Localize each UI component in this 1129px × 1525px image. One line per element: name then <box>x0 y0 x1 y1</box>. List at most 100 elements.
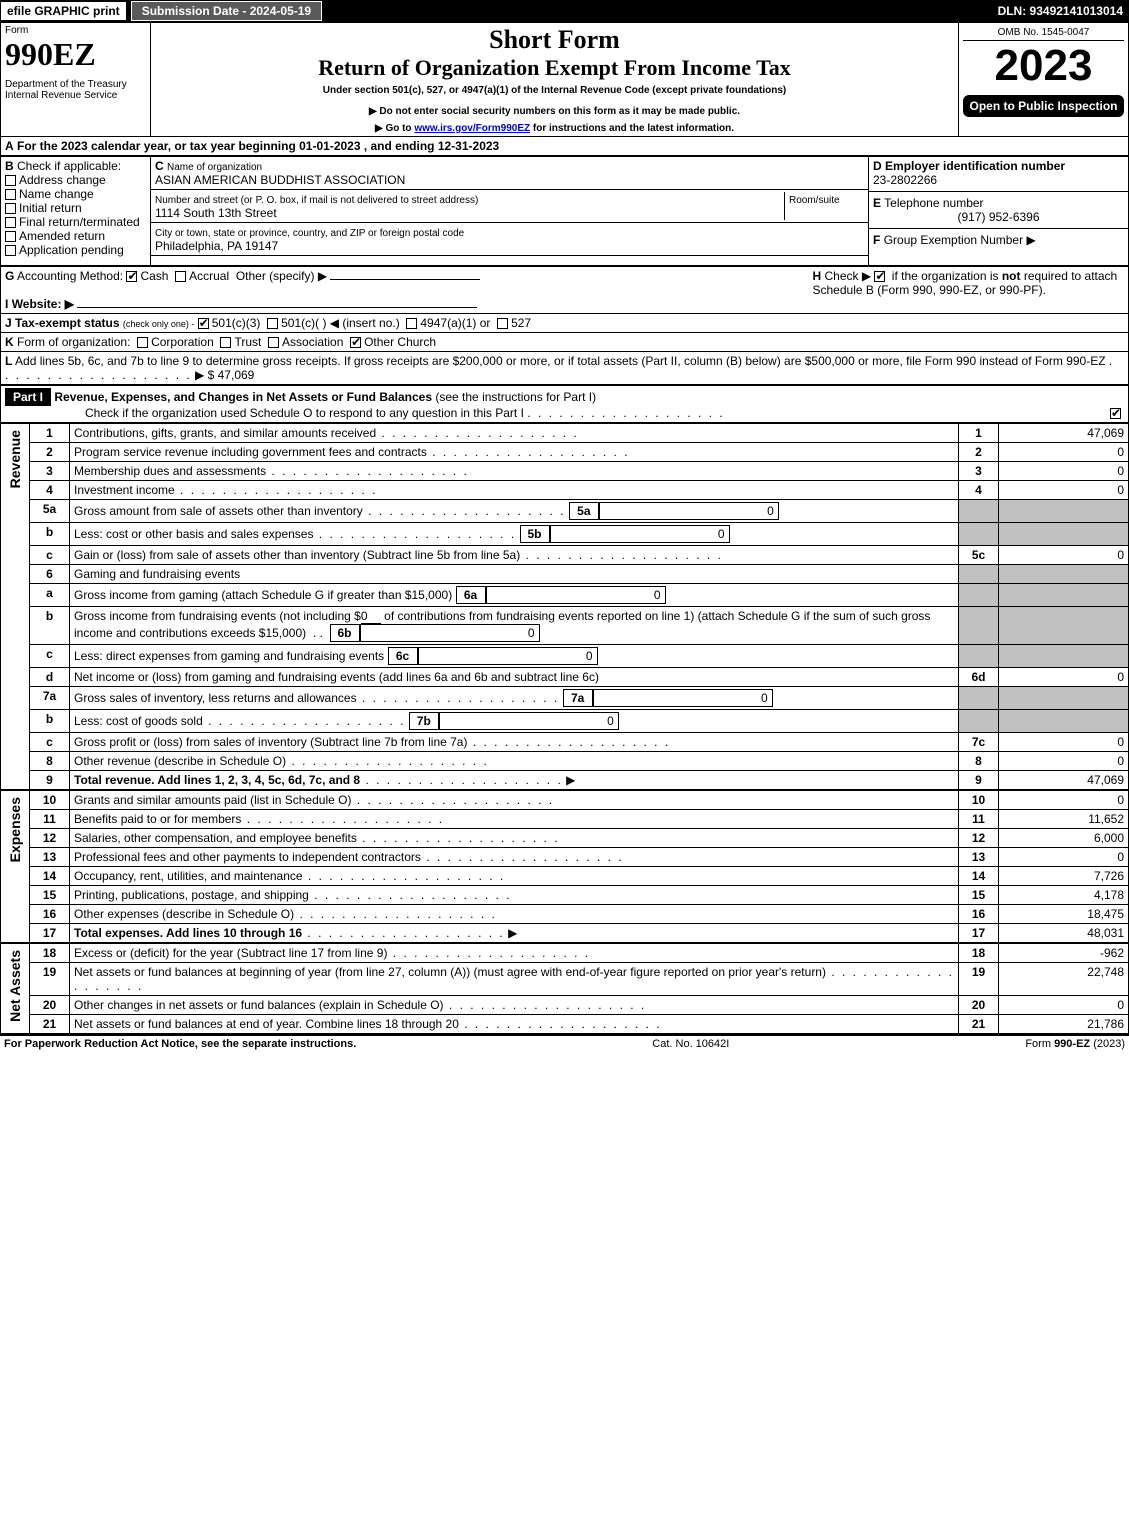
city-label: City or town, state or province, country… <box>155 228 464 239</box>
omb-number: OMB No. 1545-0047 <box>963 25 1124 41</box>
opt-amended-return: Amended return <box>19 229 105 243</box>
line-3-amt: 0 <box>999 462 1129 481</box>
line-7c-amt: 0 <box>999 733 1129 752</box>
line-20-num: 20 <box>30 996 70 1015</box>
checkbox-other-org[interactable] <box>350 337 361 348</box>
section-k: K Form of organization: Corporation Trus… <box>0 333 1129 352</box>
group-exemption-label: Group Exemption Number <box>884 233 1023 247</box>
checkbox-schedule-o[interactable] <box>1110 408 1121 419</box>
opt-other-org: Other <box>364 335 394 349</box>
ssn-note: ▶ Do not enter social security numbers o… <box>155 106 954 117</box>
efile-print-button[interactable]: efile GRAPHIC print <box>0 1 127 21</box>
dots <box>302 926 505 940</box>
goto-post: for instructions and the latest informat… <box>530 123 734 134</box>
line-5c-amt: 0 <box>999 546 1129 565</box>
shade-cell <box>959 565 999 584</box>
checkbox-accrual[interactable] <box>175 271 186 282</box>
line-12-num: 12 <box>30 829 70 848</box>
form-word: Form <box>5 25 146 36</box>
line-17-desc: Total expenses. Add lines 10 through 16 <box>74 926 302 940</box>
checkbox-application-pending[interactable]: Application pending <box>5 243 146 257</box>
line-13-desc: Professional fees and other payments to … <box>74 850 421 864</box>
shade-cell <box>999 710 1129 733</box>
checkbox-527[interactable] <box>497 318 508 329</box>
line-5c-num: c <box>30 546 70 565</box>
addr-label: Number and street (or P. O. box, if mail… <box>155 195 478 206</box>
line-6-num: 6 <box>30 565 70 584</box>
opt-name-change: Name change <box>19 187 94 201</box>
line-14-num: 14 <box>30 867 70 886</box>
line-6a-subamt: 0 <box>486 586 666 604</box>
website-label: Website: ▶ <box>12 297 74 311</box>
irs-link[interactable]: www.irs.gov/Form990EZ <box>414 123 530 134</box>
line-7b-subamt: 0 <box>439 712 619 730</box>
shade-cell <box>959 584 999 607</box>
line-21-col: 21 <box>959 1015 999 1034</box>
revenue-section-label: Revenue <box>5 426 25 492</box>
line-6-desc: Gaming and fundraising events <box>74 567 240 581</box>
top-bar: efile GRAPHIC print Submission Date - 20… <box>0 0 1129 22</box>
part1-dots <box>527 406 724 420</box>
opt-address-change: Address change <box>19 173 106 187</box>
checkbox-address-change[interactable]: Address change <box>5 173 146 187</box>
checkbox-name-change[interactable]: Name change <box>5 187 146 201</box>
h-text1: Check ▶ <box>825 269 872 283</box>
dots <box>286 754 489 768</box>
line-11-col: 11 <box>959 810 999 829</box>
line-6d-col: 6d <box>959 668 999 687</box>
line-5a-subamt: 0 <box>599 502 779 520</box>
part1-sub: (see the instructions for Part I) <box>435 390 596 404</box>
phone-label: Telephone number <box>884 196 983 210</box>
checkbox-schedule-b[interactable] <box>874 271 885 282</box>
line-16-num: 16 <box>30 905 70 924</box>
line-15-amt: 4,178 <box>999 886 1129 905</box>
part1-table: Revenue 1 Contributions, gifts, grants, … <box>0 423 1129 1034</box>
dots <box>376 426 579 440</box>
section-l-label: L <box>5 354 12 368</box>
checkbox-trust[interactable] <box>220 337 231 348</box>
ein-value: 23-2802266 <box>873 173 1124 187</box>
checkbox-4947[interactable] <box>406 318 417 329</box>
line-11-desc: Benefits paid to or for members <box>74 812 241 826</box>
line-21-num: 21 <box>30 1015 70 1034</box>
line-3-num: 3 <box>30 462 70 481</box>
checkbox-cash[interactable] <box>126 271 137 282</box>
line-8-col: 8 <box>959 752 999 771</box>
line-8-num: 8 <box>30 752 70 771</box>
checkbox-501c[interactable] <box>267 318 278 329</box>
line-6d-num: d <box>30 668 70 687</box>
opt-527: 527 <box>511 316 531 330</box>
shade-cell <box>999 500 1129 523</box>
dots <box>421 850 624 864</box>
line-4-amt: 0 <box>999 481 1129 500</box>
name-label: Name of organization <box>167 162 262 173</box>
accounting-method-label: Accounting Method: <box>17 269 123 283</box>
line-18-desc: Excess or (deficit) for the year (Subtra… <box>74 946 387 960</box>
line-6b-inline-amt: 0 <box>361 609 381 624</box>
line-5a-sublbl: 5a <box>569 502 599 520</box>
shade-cell <box>999 607 1129 645</box>
checkbox-corp[interactable] <box>137 337 148 348</box>
dots <box>241 812 444 826</box>
other-method-input[interactable] <box>330 279 480 280</box>
line-6c-desc: Less: direct expenses from gaming and fu… <box>74 649 384 663</box>
checkbox-assoc[interactable] <box>268 337 279 348</box>
website-input[interactable] <box>77 307 477 308</box>
line-1-col: 1 <box>959 424 999 443</box>
tax-exempt-label: Tax-exempt status <box>15 316 119 330</box>
line-9-arrow: ▶ <box>566 773 575 787</box>
section-i-label: I <box>5 297 8 311</box>
checkbox-amended-return[interactable]: Amended return <box>5 229 146 243</box>
checkbox-501c3[interactable] <box>198 318 209 329</box>
checkbox-initial-return[interactable]: Initial return <box>5 201 146 215</box>
line-2-col: 2 <box>959 443 999 462</box>
checkbox-final-return[interactable]: Final return/terminated <box>5 215 146 229</box>
j-sub: (check only one) - <box>123 319 195 329</box>
line-17-col: 17 <box>959 924 999 944</box>
dots <box>459 1017 662 1031</box>
opt-application-pending: Application pending <box>19 243 124 257</box>
section-j-label: J <box>5 316 12 330</box>
line-10-desc: Grants and similar amounts paid (list in… <box>74 793 351 807</box>
section-a: A For the 2023 calendar year, or tax yea… <box>0 137 1129 156</box>
other-org-value: Church <box>397 335 436 349</box>
